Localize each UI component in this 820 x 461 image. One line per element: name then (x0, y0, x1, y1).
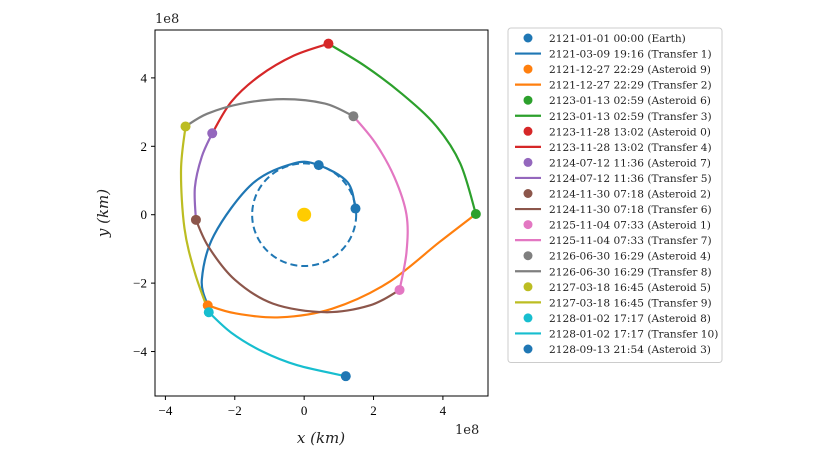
y-tick-label: 2 (141, 139, 148, 154)
legend-entry-label: 2126-06-30 16:29 (Transfer 8) (549, 266, 712, 278)
x-tick-label: 0 (301, 403, 308, 418)
legend-marker (523, 313, 533, 323)
series-line-15 (184, 97, 354, 128)
series-line-5 (327, 42, 477, 215)
legend-entry-label: 2128-01-02 17:17 (Asteroid 8) (549, 313, 711, 325)
series-marker-10 (190, 214, 201, 225)
y-tick-label: 0 (141, 207, 148, 222)
y-tick-label: −4 (133, 344, 147, 359)
legend-marker (523, 251, 533, 261)
x-axis-label: x (km) (297, 429, 345, 447)
series-line-11 (194, 219, 401, 314)
legend-entry-label: 2123-01-13 02:59 (Asteroid 6) (549, 95, 711, 107)
y-tick-label: 4 (141, 70, 148, 85)
legend-entry-label: 2124-11-30 07:18 (Asteroid 2) (549, 189, 711, 201)
legend-entry-label: 2126-06-30 16:29 (Asteroid 4) (549, 251, 711, 263)
extra-marker-0 (313, 160, 324, 171)
y-axis-label: y (km) (94, 189, 112, 238)
x-tick-label: −4 (158, 403, 172, 418)
legend-entry-label: 2127-03-18 16:45 (Asteroid 5) (549, 282, 711, 294)
legend-entry-label: 2127-03-18 16:45 (Transfer 9) (549, 297, 712, 309)
legend-marker (523, 344, 533, 354)
legend-entry-label: 2128-09-13 21:54 (Asteroid 3) (549, 344, 711, 356)
legend-marker (523, 157, 533, 167)
y-tick-label: −2 (133, 276, 147, 291)
earth-orbit (251, 162, 358, 268)
legend-entry-label: 2124-07-12 11:36 (Transfer 5) (549, 173, 712, 185)
legend-entry-label: 2121-12-27 22:29 (Asteroid 9) (549, 64, 711, 76)
plot-area (179, 38, 481, 382)
series-marker-16 (180, 121, 191, 132)
series-line-9 (193, 132, 214, 220)
legend-entry-label: 2121-03-09 19:16 (Transfer 1) (549, 49, 712, 61)
series-line-19 (208, 311, 347, 378)
series-marker-4 (470, 209, 481, 220)
series-line-17 (179, 126, 210, 313)
legend-entry-label: 2123-01-13 02:59 (Transfer 3) (549, 111, 712, 123)
series-marker-8 (207, 128, 218, 139)
series-line-7 (211, 42, 329, 134)
legend-entry-label: 2123-11-28 13:02 (Asteroid 0) (549, 126, 711, 138)
legend-box (507, 27, 723, 364)
series-marker-12 (394, 284, 405, 295)
series-line-1 (200, 160, 357, 306)
legend-entry-label: 2124-11-30 07:18 (Transfer 6) (549, 204, 712, 216)
x-tick-label: −2 (228, 403, 242, 418)
series-marker-18 (203, 307, 214, 318)
legend-marker (523, 220, 533, 230)
x-tick-label: 4 (440, 403, 447, 418)
series-line-13 (352, 115, 409, 291)
legend-entry-label: 2121-01-01 00:00 (Earth) (549, 33, 686, 45)
axes-ticks: −4 −2 0 2 4 −4 −2 0 2 4 (133, 70, 447, 418)
legend-marker (523, 33, 533, 43)
legend: 2121-01-01 00:00 (Earth) 2121-03-09 19:16… (507, 27, 723, 364)
legend-entry-label: 2125-11-04 07:33 (Transfer 7) (549, 235, 712, 247)
legend-marker (523, 64, 533, 74)
legend-entry-label: 2128-01-02 17:17 (Transfer 10) (549, 328, 718, 340)
y-exponent-label: 1e8 (155, 12, 179, 27)
legend-entry-label: 2124-07-12 11:36 (Asteroid 7) (549, 157, 711, 169)
series-marker-20 (340, 371, 351, 382)
x-exponent-label: 1e8 (455, 423, 479, 438)
x-tick-label: 2 (370, 403, 377, 418)
series-line-3 (207, 213, 477, 319)
sun-marker (297, 207, 312, 222)
plot-frame (154, 29, 489, 397)
legend-marker (523, 189, 533, 198)
legend-marker (523, 95, 533, 105)
series-marker-0 (350, 203, 361, 214)
series-marker-14 (348, 111, 359, 122)
legend-entry-label: 2125-11-04 07:33 (Asteroid 1) (549, 220, 711, 232)
legend-marker (523, 282, 533, 292)
legend-entry-label: 2121-12-27 22:29 (Transfer 2) (549, 80, 712, 92)
legend-marker (523, 126, 533, 136)
series-marker-6 (323, 38, 334, 49)
legend-entry-label: 2123-11-28 13:02 (Transfer 4) (549, 142, 712, 154)
